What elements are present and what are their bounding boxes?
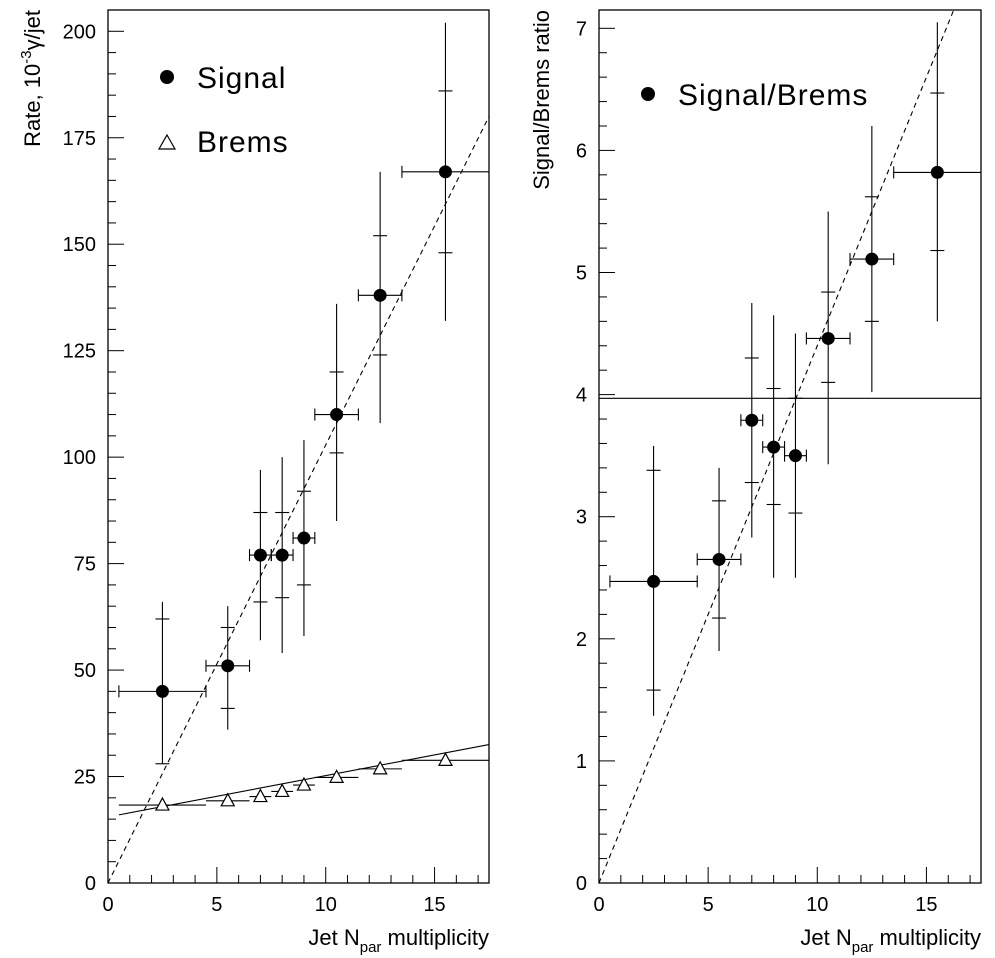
rate-y-axis-label: Rate, 10-3γ/jet bbox=[18, 10, 45, 147]
signal-brems-data-point bbox=[647, 574, 661, 588]
brems-data-point bbox=[437, 752, 453, 766]
ratio-y-tick-label: 1 bbox=[576, 751, 587, 773]
signal-brems-data-point bbox=[821, 331, 835, 345]
brems-data-point bbox=[220, 792, 236, 807]
signal-data-point bbox=[297, 531, 311, 545]
ratio-x-tick-label: 15 bbox=[915, 894, 937, 916]
signal-brems-data-point bbox=[788, 449, 802, 463]
rate-y-tick-label: 125 bbox=[63, 341, 96, 363]
ratio-x-tick-label: 0 bbox=[593, 894, 604, 916]
brems-data-point bbox=[252, 788, 268, 803]
signal-data-point bbox=[275, 548, 289, 562]
rate-y-tick-label: 175 bbox=[63, 128, 96, 150]
rate-y-tick-label: 0 bbox=[85, 873, 96, 895]
brems-data-point bbox=[329, 769, 345, 783]
ratio-x-tick-label: 10 bbox=[806, 894, 828, 916]
legend-ratio-label: Signal/Brems bbox=[678, 79, 868, 112]
rate-y-tick-label: 25 bbox=[74, 767, 96, 789]
ratio-y-tick-label: 2 bbox=[576, 629, 587, 651]
brems-data-point bbox=[372, 760, 388, 775]
signal-data-point bbox=[253, 548, 267, 562]
rate-x-tick-label: 10 bbox=[315, 894, 337, 916]
signal-data-point bbox=[221, 659, 235, 673]
brems-data-point bbox=[154, 796, 170, 811]
signal-data-point bbox=[155, 684, 169, 698]
rate-plot-frame bbox=[107, 9, 490, 884]
rate-x-tick-label: 5 bbox=[211, 894, 222, 916]
signal-brems-data-point bbox=[767, 440, 781, 454]
ratio-y-tick-label: 3 bbox=[576, 507, 587, 529]
signal-brems-data-point bbox=[712, 552, 726, 566]
legend-brems-label: Brems bbox=[197, 126, 289, 159]
ratio-y-tick-label: 4 bbox=[576, 385, 587, 407]
rate-legend: Signal Brems bbox=[157, 62, 289, 159]
signal-brems-data-point bbox=[745, 413, 759, 427]
brems-data-point bbox=[274, 783, 290, 798]
rate-panel: Jet Npar multiplicity Rate, 10-3γ/jet Si… bbox=[18, 9, 490, 956]
ratio-y-axis-label: Signal/Brems ratio bbox=[529, 10, 554, 190]
legend-brems-marker bbox=[157, 133, 177, 150]
ratio-x-tick-label: 5 bbox=[703, 894, 714, 916]
signal-data-point bbox=[330, 408, 344, 422]
rate-fit-line-signal bbox=[107, 116, 490, 884]
ratio-y-tick-label: 6 bbox=[576, 140, 587, 162]
signal-data-point bbox=[373, 288, 387, 302]
rate-x-axis-label: Jet Npar multiplicity bbox=[308, 925, 489, 956]
brems-data-point bbox=[296, 776, 312, 791]
rate-y-tick-label: 50 bbox=[74, 660, 96, 682]
ratio-y-tick-label: 5 bbox=[576, 263, 587, 285]
ratio-plot-frame bbox=[598, 9, 982, 884]
rate-y-tick-label: 150 bbox=[63, 234, 96, 256]
rate-y-tick-label: 75 bbox=[74, 554, 96, 576]
signal-data-point bbox=[438, 165, 452, 179]
ratio-legend: Signal/Brems bbox=[641, 79, 868, 112]
rate-x-tick-label: 0 bbox=[102, 894, 113, 916]
legend-ratio-marker bbox=[641, 87, 655, 101]
ratio-y-tick-label: 0 bbox=[576, 873, 587, 895]
signal-brems-data-point bbox=[930, 165, 944, 179]
ratio-panel: Jet Npar multiplicity Signal/Brems ratio… bbox=[529, 9, 982, 956]
legend-signal-marker bbox=[160, 70, 174, 84]
legend-signal-label: Signal bbox=[197, 62, 286, 95]
ratio-y-tick-label: 7 bbox=[576, 18, 587, 40]
signal-brems-data-point bbox=[865, 252, 879, 266]
rate-y-tick-label: 200 bbox=[63, 21, 96, 43]
rate-y-tick-label: 100 bbox=[63, 447, 96, 469]
rate-x-tick-label: 15 bbox=[423, 894, 445, 916]
ratio-x-axis-label: Jet Npar multiplicity bbox=[800, 925, 981, 956]
